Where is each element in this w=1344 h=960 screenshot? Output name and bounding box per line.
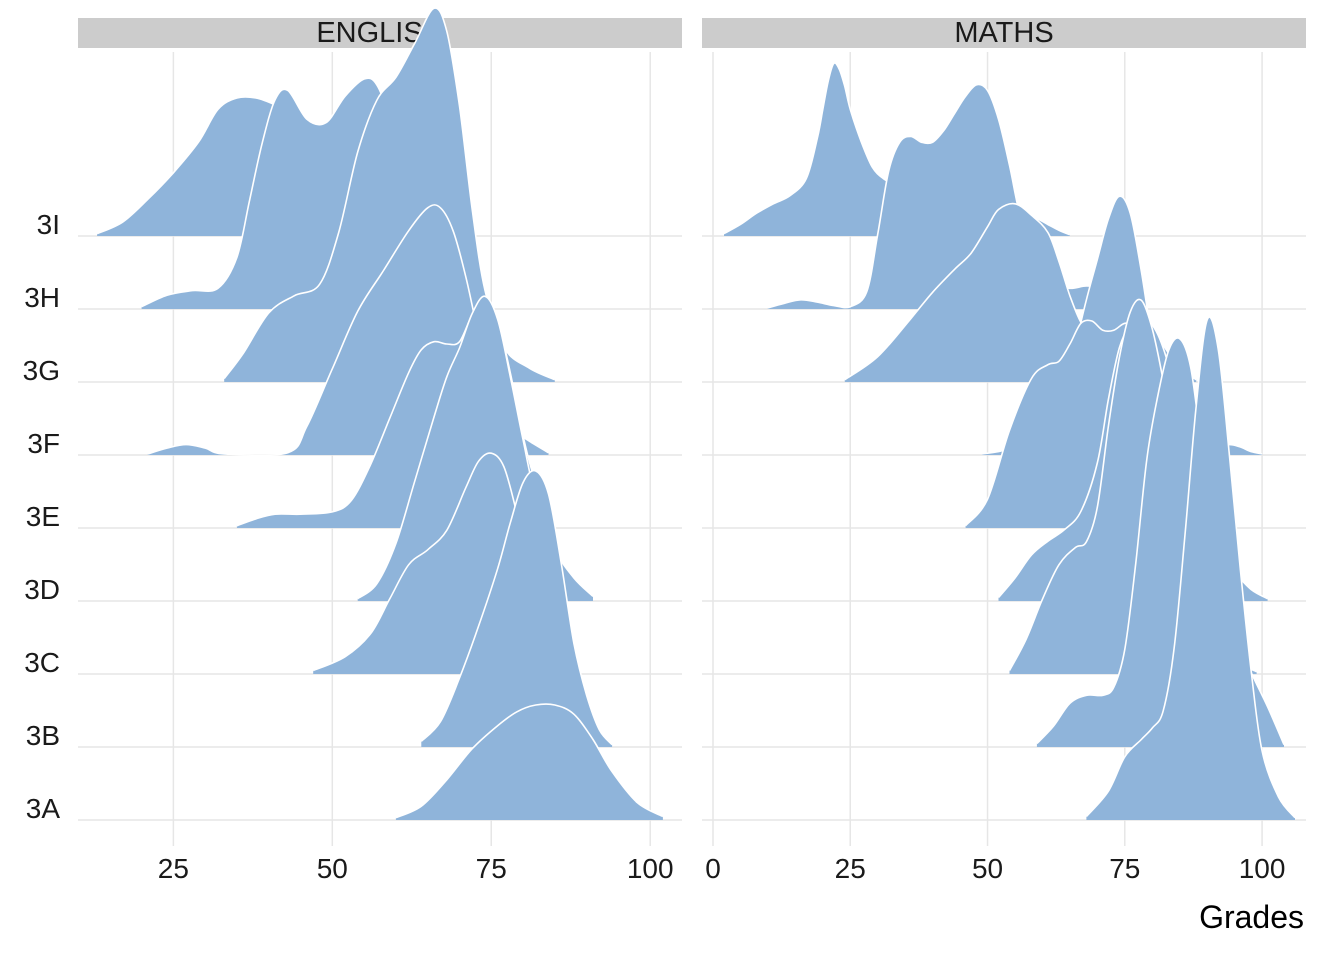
x-tick-label: 50: [317, 853, 348, 884]
x-tick-label: 50: [972, 853, 1003, 884]
ridge-maths-3i: [724, 62, 1070, 237]
ridge-outline-english-3g: [223, 7, 556, 381]
y-tick-label: 3A: [26, 793, 61, 824]
y-tick-label: 3D: [24, 574, 60, 605]
facet-label-maths: MATHS: [954, 17, 1053, 49]
axis-labels: 25 50 75 100 0 25 50 75 100 3A 3B 3C 3D 3E 3F 3G 3H 3I: [23, 209, 1286, 884]
x-tick-label: 25: [158, 853, 189, 884]
y-tick-label: 3E: [26, 501, 60, 532]
x-tick-label: 25: [835, 853, 866, 884]
ridge-english-3a: [395, 704, 663, 820]
x-tick-label: 75: [476, 853, 507, 884]
y-tick-label: 3H: [24, 282, 60, 313]
ridge-english-3b: [421, 470, 613, 747]
x-tick-label: 100: [627, 853, 674, 884]
ridge-outline-english-3e: [236, 302, 556, 527]
facet-strips: ENGLISH MATHS: [78, 17, 1306, 49]
facet-strip-english: [78, 18, 682, 48]
y-tick-label: 3B: [26, 720, 60, 751]
x-axis-title: Grades: [1199, 899, 1304, 935]
ridge-maths-3h: [767, 84, 1136, 309]
ridge-outline-maths-3a: [1085, 316, 1296, 819]
x-tick-label: 0: [705, 853, 721, 884]
y-tick-label: 3G: [23, 355, 60, 386]
y-tick-label: 3F: [27, 428, 60, 459]
ridge-english-3g: [224, 8, 555, 383]
ridge-outline-english-3a: [395, 703, 664, 819]
ridge-maths-3a: [1086, 316, 1295, 820]
x-tick-label: 75: [1109, 853, 1140, 884]
facet-strip-maths: [702, 18, 1306, 48]
y-tick-label: 3I: [37, 209, 60, 240]
x-tick-label: 100: [1239, 853, 1286, 884]
ridges: [96, 7, 1296, 820]
ridge-outline-english-3b: [420, 469, 613, 746]
y-tick-label: 3C: [24, 647, 60, 678]
